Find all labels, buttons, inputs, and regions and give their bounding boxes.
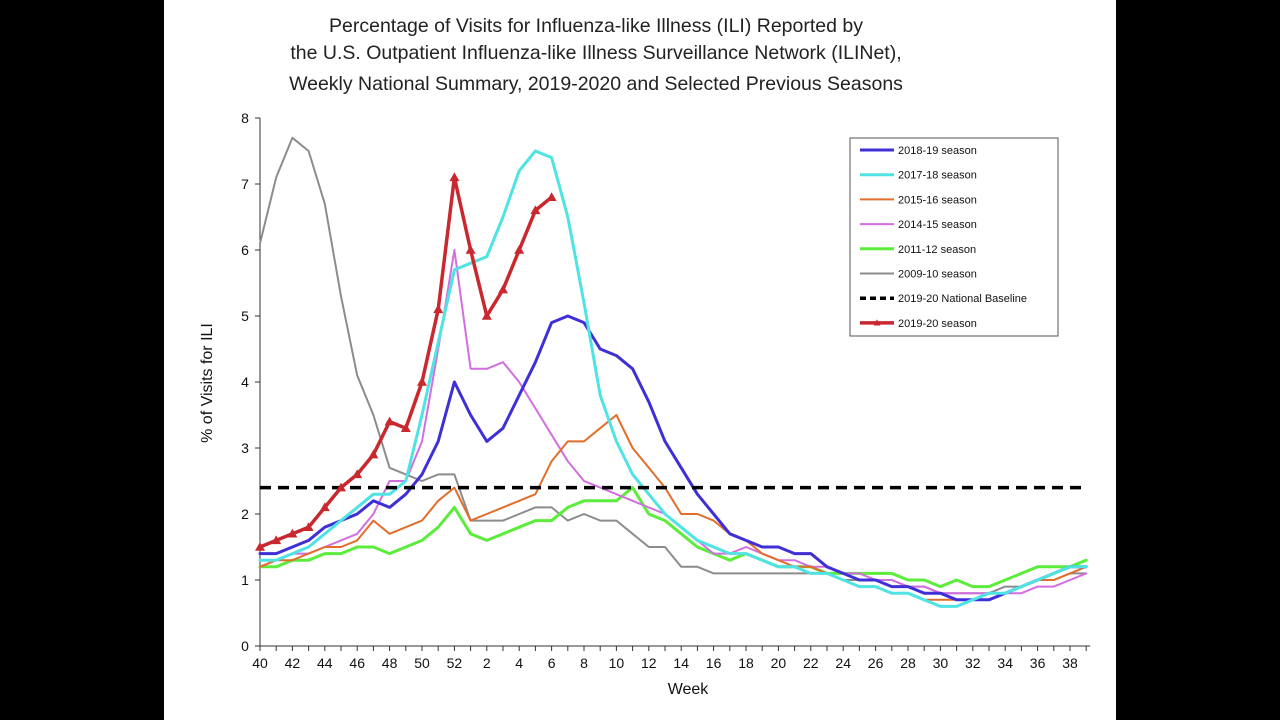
data-point-marker xyxy=(287,528,298,538)
data-point-marker xyxy=(271,535,282,545)
series-layer xyxy=(255,136,1088,608)
data-point-marker xyxy=(303,522,314,531)
x-tick-label: 14 xyxy=(673,655,689,671)
data-point-marker xyxy=(530,205,541,215)
x-tick-label: 10 xyxy=(609,655,625,671)
series-2019-20-season xyxy=(255,172,557,551)
data-point-marker xyxy=(514,245,525,254)
y-tick-label: 7 xyxy=(241,176,249,192)
data-point-marker xyxy=(546,192,557,201)
legend-label: 2015-16 season xyxy=(898,194,977,206)
data-point-marker xyxy=(384,416,395,426)
legend-item: 2019-20 season xyxy=(860,318,977,330)
series-line xyxy=(258,149,1088,608)
x-tick-label: 44 xyxy=(317,655,333,671)
x-tick-label: 26 xyxy=(868,655,884,671)
x-tick-label: 50 xyxy=(414,655,430,671)
x-tick-label: 52 xyxy=(447,655,463,671)
legend: 2018-19 season 2017-18 season 2015-16 seas… xyxy=(849,137,1059,337)
x-tick-label: 28 xyxy=(900,655,916,671)
data-point-marker xyxy=(417,377,427,386)
data-point-marker xyxy=(368,449,379,459)
x-tick-label: 34 xyxy=(997,655,1013,671)
ili-chart: Percentage of Visits for Influenza-like … xyxy=(199,15,1091,698)
x-tick-label: 36 xyxy=(1030,655,1046,671)
chart-title-line-3: Weekly National Summary, 2019-2020 and S… xyxy=(289,73,903,95)
legend-item: 2018-19 season xyxy=(860,145,977,157)
y-tick-label: 2 xyxy=(241,506,249,522)
series-line xyxy=(259,414,1088,601)
legend-label: 2009-10 season xyxy=(898,269,977,281)
y-tick-label: 0 xyxy=(241,638,249,654)
legend-label: 2019-20 season xyxy=(898,318,977,330)
legend-item: 2017-18 season xyxy=(860,170,977,182)
x-tick-label: 48 xyxy=(382,655,398,671)
x-tick-label: 2 xyxy=(483,655,491,671)
chart-title: Percentage of Visits for Influenza-like … xyxy=(289,15,903,95)
data-point-marker xyxy=(449,172,460,182)
series-2015-16-season xyxy=(259,414,1088,601)
data-point-marker xyxy=(255,542,265,551)
x-tick-label: 8 xyxy=(580,655,588,671)
x-tick-label: 46 xyxy=(349,655,365,671)
legend-label: 2014-15 season xyxy=(898,219,977,231)
legend-marker xyxy=(873,319,881,326)
chart-panel: Percentage of Visits for Influenza-like … xyxy=(164,0,1116,720)
data-point-marker xyxy=(498,284,508,294)
x-tick-label: 38 xyxy=(1062,655,1078,671)
series-line xyxy=(258,314,1088,602)
x-tick-label: 20 xyxy=(771,655,787,671)
legend-item: 2015-16 season xyxy=(860,194,977,206)
legend-item: 2011-12 season xyxy=(860,244,976,256)
data-point-marker xyxy=(319,502,330,512)
y-tick-label: 3 xyxy=(241,440,249,456)
x-tick-label: 22 xyxy=(803,655,819,671)
x-tick-label: 30 xyxy=(933,655,949,671)
legend-item: 2009-10 season xyxy=(860,269,977,281)
x-tick-label: 24 xyxy=(835,655,851,671)
legend-label: 2018-19 season xyxy=(898,145,977,157)
y-tick-label: 5 xyxy=(241,308,249,324)
legend-box xyxy=(849,137,1059,337)
series-2011-12-season xyxy=(258,486,1088,589)
y-axis-label: % of Visits for ILI xyxy=(199,323,216,443)
legend-label: 2019-20 National Baseline xyxy=(898,293,1027,305)
data-point-marker xyxy=(433,304,444,314)
data-point-marker xyxy=(481,311,492,320)
y-tick-label: 6 xyxy=(241,242,249,258)
x-axis-label: Week xyxy=(668,681,710,698)
series-line xyxy=(258,486,1088,589)
legend-label: 2011-12 season xyxy=(898,244,976,256)
x-tick-label: 12 xyxy=(641,655,657,671)
data-point-marker xyxy=(336,482,346,492)
series-line xyxy=(258,175,554,549)
x-tick-label: 4 xyxy=(515,655,523,671)
legend-item: 2019-20 National Baseline xyxy=(860,293,1027,305)
data-point-marker xyxy=(400,423,411,432)
series-2018-19-season xyxy=(258,314,1088,602)
series-2017-18-season xyxy=(258,149,1088,608)
y-tick-label: 1 xyxy=(241,572,249,588)
data-point-marker xyxy=(352,469,363,479)
x-tick-label: 16 xyxy=(706,655,722,671)
chart-title-line-1: Percentage of Visits for Influenza-like … xyxy=(329,15,863,37)
x-tick-label: 18 xyxy=(738,655,754,671)
chart-title-line-2: the U.S. Outpatient Influenza-like Illne… xyxy=(290,42,901,64)
x-tick-label: 6 xyxy=(548,655,556,671)
y-tick-label: 8 xyxy=(241,110,249,126)
y-tick-label: 4 xyxy=(241,374,249,390)
legend-item: 2014-15 season xyxy=(860,219,977,231)
x-tick-label: 42 xyxy=(285,655,301,671)
data-point-marker xyxy=(465,245,476,254)
legend-label: 2017-18 season xyxy=(898,170,977,182)
x-tick-label: 32 xyxy=(965,655,981,671)
x-tick-label: 40 xyxy=(252,655,268,671)
